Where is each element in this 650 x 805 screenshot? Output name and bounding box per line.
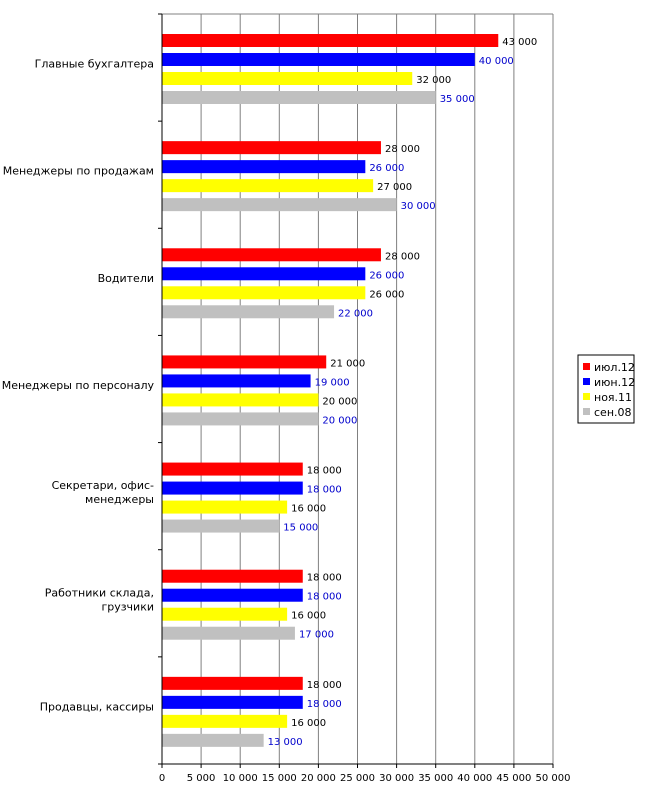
bar [162, 569, 303, 583]
data-label: 40 000 [479, 56, 514, 67]
bar [162, 355, 327, 369]
data-label: 21 000 [330, 358, 365, 369]
x-tick-label: 30 000 [379, 773, 414, 784]
data-label: 18 000 [307, 699, 342, 710]
data-label: 16 000 [291, 718, 326, 729]
bar [162, 588, 303, 602]
data-label: 18 000 [307, 680, 342, 691]
bar [162, 248, 381, 262]
data-label: 18 000 [307, 573, 342, 584]
x-tick-label: 5 000 [187, 773, 216, 784]
category-label: менеджеры [85, 493, 154, 506]
x-tick-label: 20 000 [301, 773, 336, 784]
data-label: 20 000 [322, 396, 357, 407]
data-label-layer: 43 000 40 000 32 000 35 000 28 000 26 000 27 0… [268, 37, 538, 748]
bar [162, 267, 366, 281]
x-tick-label: 45 000 [496, 773, 531, 784]
legend: июл.12 июн.12 ноя.11 сен.08 [577, 354, 635, 424]
category-label: Водители [98, 272, 154, 285]
legend-swatch [583, 408, 590, 415]
data-label: 17 000 [299, 630, 334, 641]
bar [162, 53, 475, 66]
bar [162, 412, 319, 426]
bar [162, 72, 413, 85]
x-tick-label: 35 000 [418, 773, 453, 784]
category-label: Продавцы, кассиры [40, 700, 154, 713]
legend-label: ноя.11 [594, 391, 632, 404]
data-label: 26 000 [369, 163, 404, 174]
data-label: 18 000 [307, 485, 342, 496]
data-label: 26 000 [369, 270, 404, 281]
data-label: 28 000 [385, 251, 420, 262]
axis-layer: Главные бухгалтера Менеджеры по продажам В… [2, 13, 571, 784]
bar [162, 695, 303, 709]
data-label: 32 000 [416, 75, 451, 86]
legend-swatch [583, 378, 590, 385]
bar [162, 305, 335, 319]
x-tick-label: 10 000 [223, 773, 258, 784]
x-tick-label: 50 000 [536, 773, 571, 784]
data-label: 35 000 [440, 94, 475, 105]
legend-label: июн.12 [594, 376, 635, 389]
data-label: 20 000 [322, 415, 357, 426]
x-tick-label: 0 [159, 773, 165, 784]
legend-swatch [583, 393, 590, 400]
grid-layer [162, 13, 554, 764]
bar [162, 519, 280, 533]
data-label: 19 000 [315, 377, 350, 388]
bar [162, 160, 366, 174]
legend-label: сен.08 [594, 406, 632, 419]
bar [162, 374, 311, 388]
bar [162, 733, 264, 747]
legend-label: июл.12 [594, 361, 635, 374]
bar [162, 481, 303, 495]
bar [162, 91, 436, 104]
data-label: 18 000 [307, 466, 342, 477]
category-label: Менеджеры по персоналу [2, 379, 155, 392]
data-label: 22 000 [338, 308, 373, 319]
legend-swatch [583, 363, 590, 370]
data-label: 16 000 [291, 611, 326, 622]
category-label: Работники склада, [45, 586, 154, 599]
x-tick-label: 40 000 [457, 773, 492, 784]
bar [162, 462, 303, 476]
data-label: 13 000 [268, 737, 303, 748]
x-tick-label: 25 000 [340, 773, 375, 784]
x-tick-label: 15 000 [262, 773, 297, 784]
data-label: 28 000 [385, 144, 420, 155]
bar [162, 141, 381, 155]
bar [162, 179, 374, 193]
category-label: Менеджеры по продажам [3, 165, 154, 178]
data-label: 26 000 [369, 289, 404, 300]
category-label: грузчики [101, 600, 154, 613]
data-label: 27 000 [377, 182, 412, 193]
category-label: Главные бухгалтера [35, 58, 154, 71]
bar [162, 626, 295, 640]
data-label: 43 000 [502, 37, 537, 48]
bar [162, 607, 288, 621]
bar [162, 714, 288, 728]
data-label: 16 000 [291, 504, 326, 515]
data-label: 30 000 [401, 201, 436, 212]
bar-layer [162, 34, 499, 747]
data-label: 15 000 [283, 523, 318, 534]
bar [162, 198, 397, 212]
bar [162, 500, 288, 514]
bar [162, 34, 499, 47]
data-label: 18 000 [307, 592, 342, 603]
bar [162, 393, 319, 407]
bar [162, 676, 303, 690]
bar [162, 286, 366, 300]
category-label: Секретари, офис- [52, 479, 154, 492]
